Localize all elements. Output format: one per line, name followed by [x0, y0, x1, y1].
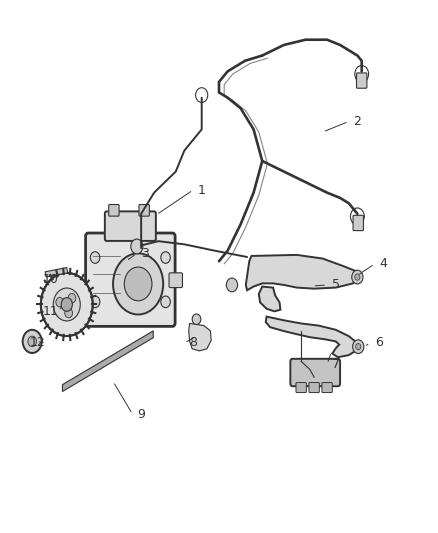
Circle shape — [90, 252, 100, 263]
Polygon shape — [63, 331, 153, 392]
Text: 11: 11 — [42, 305, 58, 318]
FancyBboxPatch shape — [290, 359, 340, 386]
Text: 8: 8 — [189, 336, 197, 350]
Text: 5: 5 — [332, 278, 340, 292]
Text: 4: 4 — [379, 257, 387, 270]
Circle shape — [226, 278, 237, 292]
FancyBboxPatch shape — [139, 205, 149, 216]
Text: 6: 6 — [375, 336, 383, 350]
Circle shape — [161, 252, 170, 263]
Text: 1: 1 — [198, 183, 205, 197]
Text: 9: 9 — [137, 408, 145, 421]
Circle shape — [53, 288, 80, 321]
Polygon shape — [266, 317, 357, 357]
Polygon shape — [189, 324, 211, 351]
Circle shape — [23, 330, 42, 353]
Polygon shape — [45, 268, 67, 277]
Circle shape — [192, 314, 201, 325]
Circle shape — [41, 273, 93, 336]
Circle shape — [352, 270, 363, 284]
Circle shape — [353, 340, 364, 353]
FancyBboxPatch shape — [322, 383, 332, 393]
Circle shape — [28, 336, 36, 346]
Circle shape — [131, 239, 143, 254]
Circle shape — [56, 297, 64, 307]
FancyBboxPatch shape — [169, 273, 183, 288]
Text: 2: 2 — [353, 115, 361, 128]
FancyBboxPatch shape — [85, 233, 175, 326]
Circle shape — [124, 267, 152, 301]
FancyBboxPatch shape — [296, 383, 306, 393]
Circle shape — [355, 274, 360, 280]
Circle shape — [161, 296, 170, 308]
Text: 7: 7 — [332, 358, 340, 370]
Text: 3: 3 — [141, 247, 149, 260]
Circle shape — [90, 296, 100, 308]
Circle shape — [61, 297, 72, 311]
Polygon shape — [246, 255, 360, 290]
Circle shape — [356, 343, 361, 350]
Circle shape — [65, 308, 73, 318]
Circle shape — [68, 294, 76, 303]
Circle shape — [113, 253, 163, 314]
FancyBboxPatch shape — [353, 215, 364, 231]
FancyBboxPatch shape — [357, 73, 367, 88]
Text: 10: 10 — [42, 273, 58, 286]
Text: 12: 12 — [29, 336, 45, 350]
FancyBboxPatch shape — [105, 212, 156, 241]
Polygon shape — [259, 287, 280, 311]
FancyBboxPatch shape — [109, 205, 119, 216]
FancyBboxPatch shape — [309, 383, 319, 393]
